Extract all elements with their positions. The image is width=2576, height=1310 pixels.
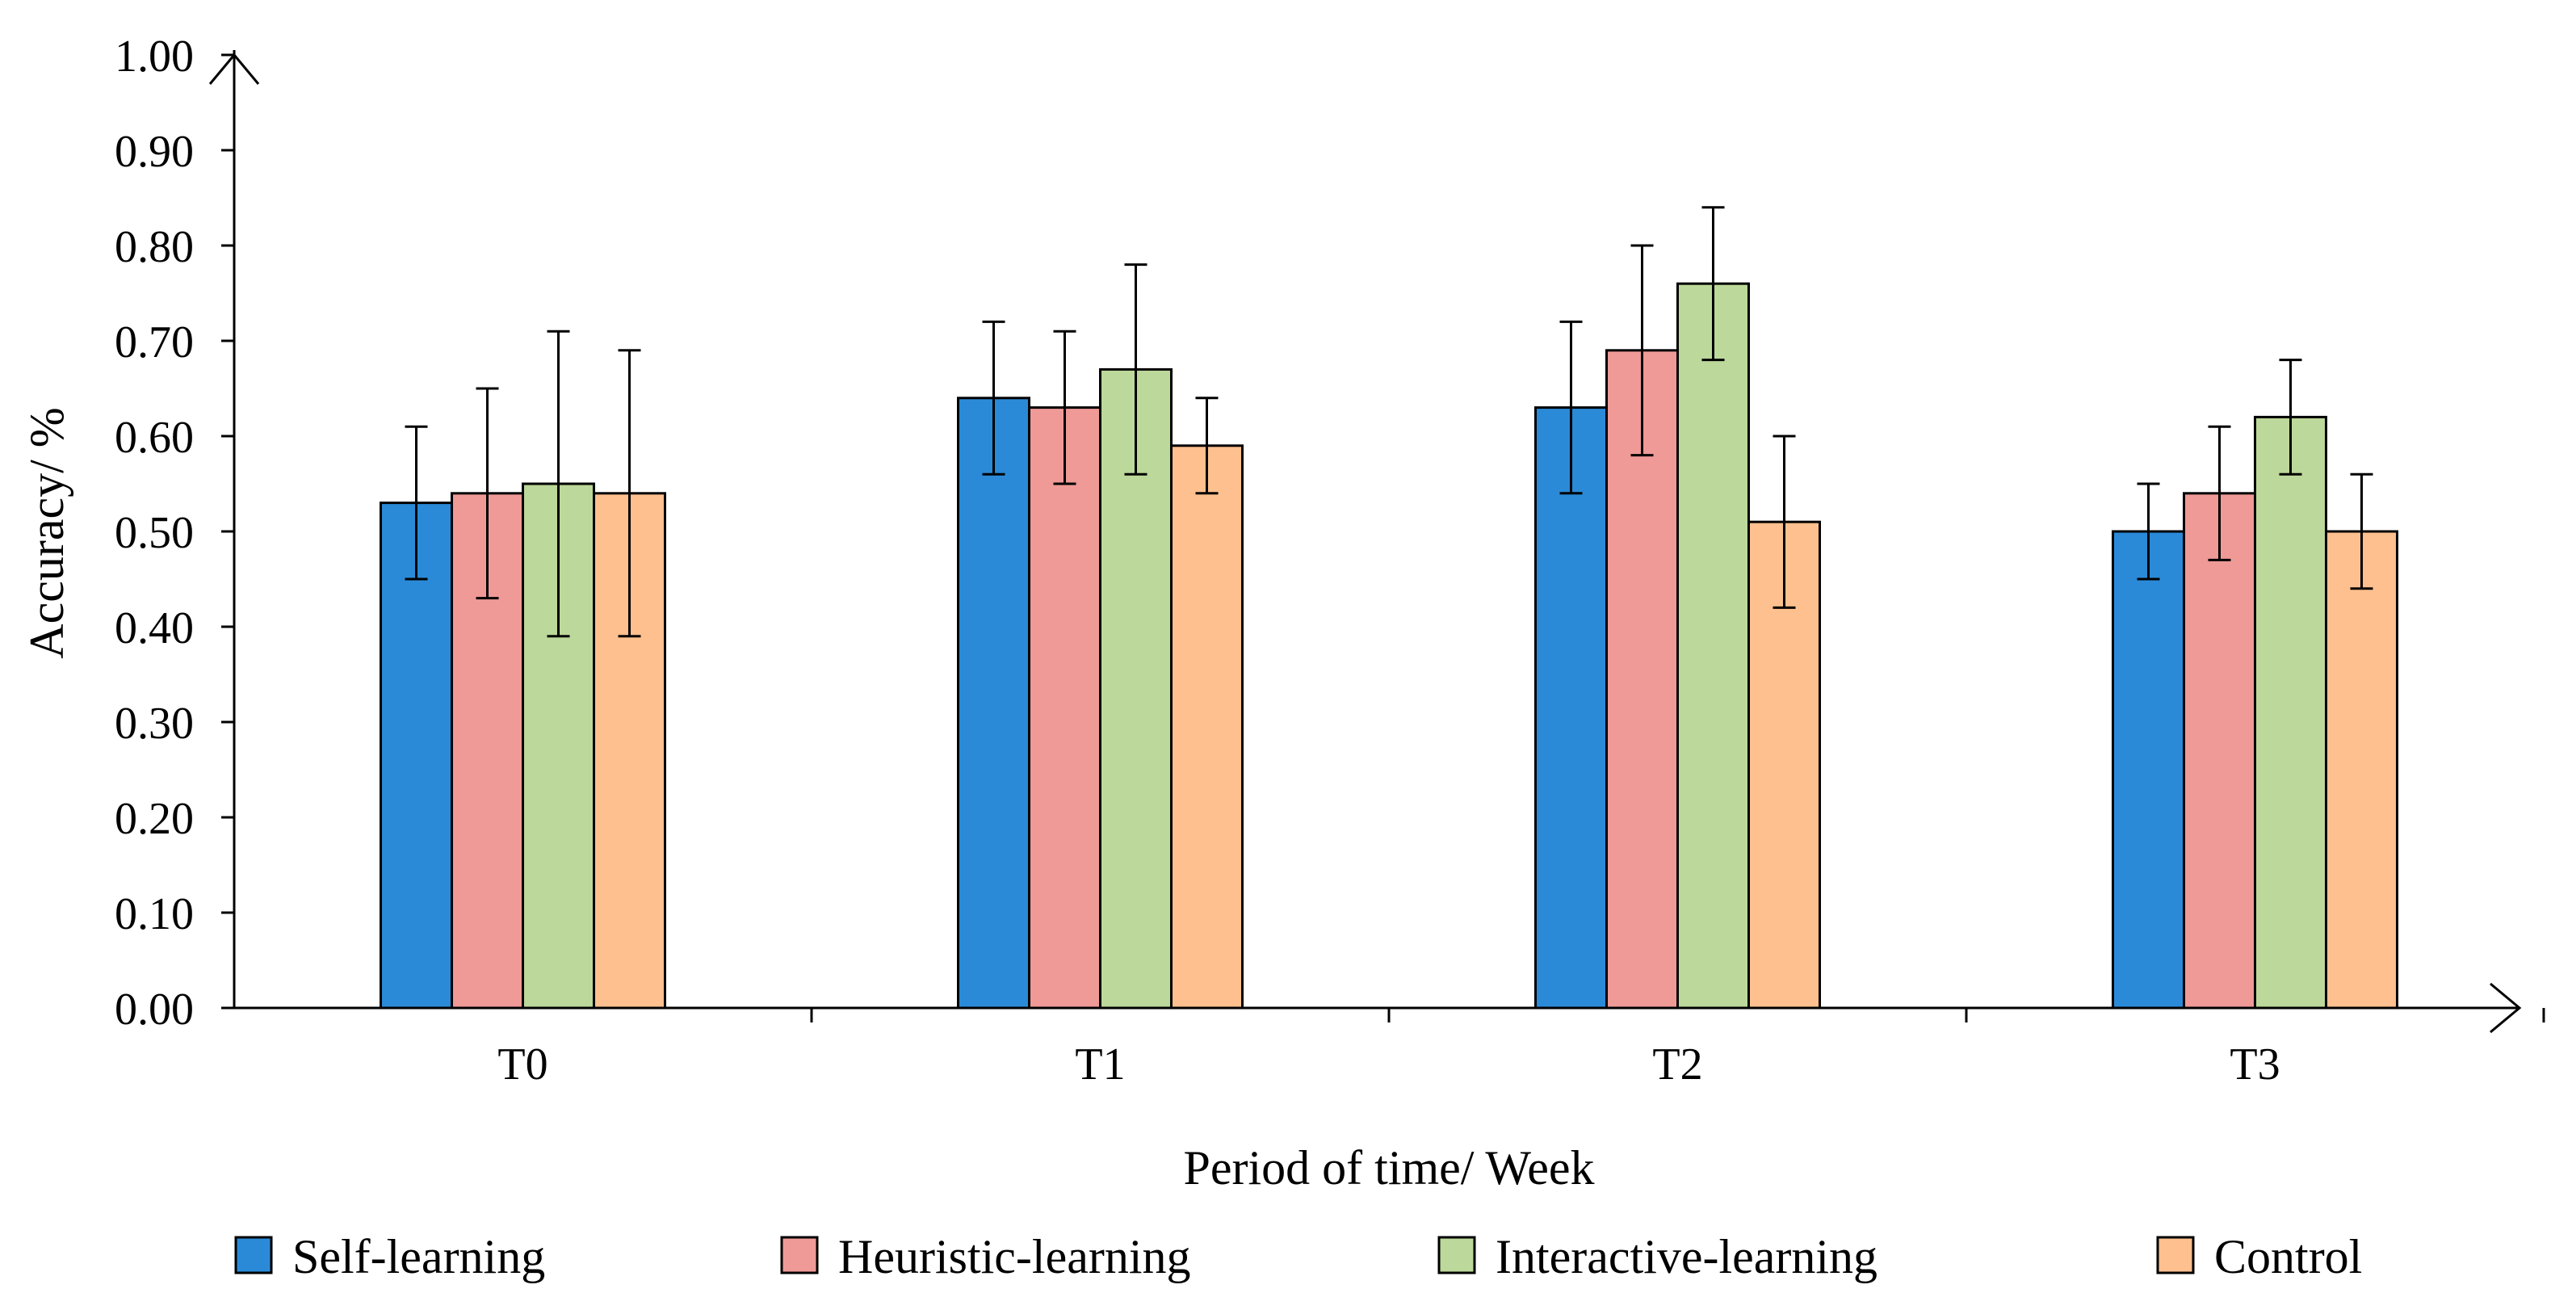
legend-item: Heuristic-learning [780,1230,1191,1283]
axes [208,50,2522,1034]
bar [1676,282,1750,1010]
y-tick-label: 0.60 [115,413,194,463]
legend-swatch [780,1236,819,1274]
x-tick-label: T2 [1652,1039,1702,1090]
y-tick-label: 0.30 [115,699,194,749]
y-tick-label: 0.80 [115,222,194,272]
legend-swatch [1437,1236,1476,1274]
y-tick-label: 0.40 [115,603,194,653]
bar [380,502,453,1010]
legend-item: Self-learning [234,1230,545,1283]
legend-label: Interactive-learning [1496,1230,1877,1283]
bar [2112,530,2185,1010]
y-axis-title: Accuracy/ % [20,407,73,658]
x-tick-label: T0 [497,1039,548,1090]
error-bars [405,206,2373,638]
bar [2183,492,2256,1010]
legend-label: Heuristic-learning [838,1230,1191,1283]
bar [957,397,1030,1010]
legend-label: Self-learning [292,1230,545,1283]
bars [380,282,2398,1010]
legend-label: Control [2214,1230,2362,1283]
y-axis-ticks: 0.00 0.10 0.20 0.30 0.40 0.50 0.60 0.70 0.80 0.90… [115,31,234,1035]
bar [1028,406,1101,1010]
legend-swatch [234,1236,273,1274]
x-axis-arrow [2490,982,2522,1034]
bar [1534,406,1608,1010]
bar [2254,415,2327,1010]
legend: Self-learning Heuristic-learning Interacti… [234,1230,2362,1283]
y-tick-label: 0.20 [115,794,194,844]
legend-swatch [2156,1236,2195,1274]
bar [2325,530,2398,1010]
y-tick-label: 0.90 [115,127,194,177]
legend-item: Control [2156,1230,2362,1283]
bar [1099,367,1173,1010]
y-axis-arrow [208,52,260,85]
y-tick-label: 0.70 [115,317,194,367]
x-axis-ticks: T0 T1 T2 T3 [497,1008,2545,1090]
x-tick-label: T1 [1075,1039,1125,1090]
y-tick-label: 0.10 [115,889,194,939]
y-tick-label: 0.00 [115,985,194,1035]
bar [1170,444,1244,1010]
x-tick-label: T3 [2230,1039,2280,1090]
x-axis-title: Period of time/ Week [1184,1141,1595,1195]
y-tick-label: 0.50 [115,508,194,558]
legend-item: Interactive-learning [1437,1230,1877,1283]
y-tick-label: 1.00 [115,31,194,82]
